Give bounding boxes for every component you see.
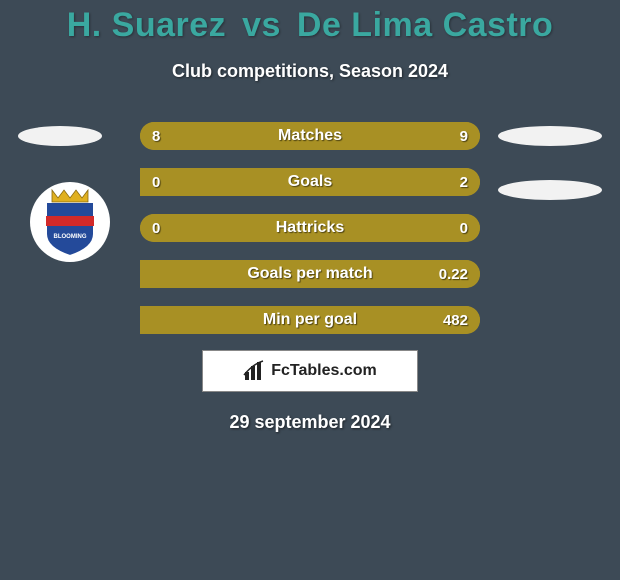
stat-row: 00Hattricks — [140, 214, 480, 242]
club-badge-left: BLOOMING — [30, 182, 110, 262]
stat-label: Hattricks — [140, 214, 480, 242]
ellipse-mid-right — [498, 180, 602, 200]
page-title: H. Suarez vs De Lima Castro — [0, 0, 620, 45]
stat-label: Goals — [140, 168, 480, 196]
svg-text:BLOOMING: BLOOMING — [54, 234, 87, 240]
date-label: 29 september 2024 — [0, 412, 620, 433]
vs-label: vs — [242, 6, 281, 44]
stat-row: 0.22Goals per match — [140, 260, 480, 288]
comparison-card: H. Suarez vs De Lima Castro Club competi… — [0, 0, 620, 580]
subtitle: Club competitions, Season 2024 — [0, 61, 620, 82]
ellipse-top-right — [498, 126, 602, 146]
bar-chart-icon — [243, 360, 265, 382]
player2-name: De Lima Castro — [297, 6, 553, 44]
player1-name: H. Suarez — [67, 6, 226, 44]
brand-box[interactable]: FcTables.com — [202, 350, 418, 392]
shield-icon: BLOOMING — [38, 186, 102, 258]
ellipse-top-left — [18, 126, 102, 146]
stat-row: 89Matches — [140, 122, 480, 150]
brand-label: FcTables.com — [271, 362, 377, 380]
stat-row: 482Min per goal — [140, 306, 480, 334]
stat-row: 02Goals — [140, 168, 480, 196]
stat-label: Min per goal — [140, 306, 480, 334]
stat-label: Goals per match — [140, 260, 480, 288]
stat-label: Matches — [140, 122, 480, 150]
